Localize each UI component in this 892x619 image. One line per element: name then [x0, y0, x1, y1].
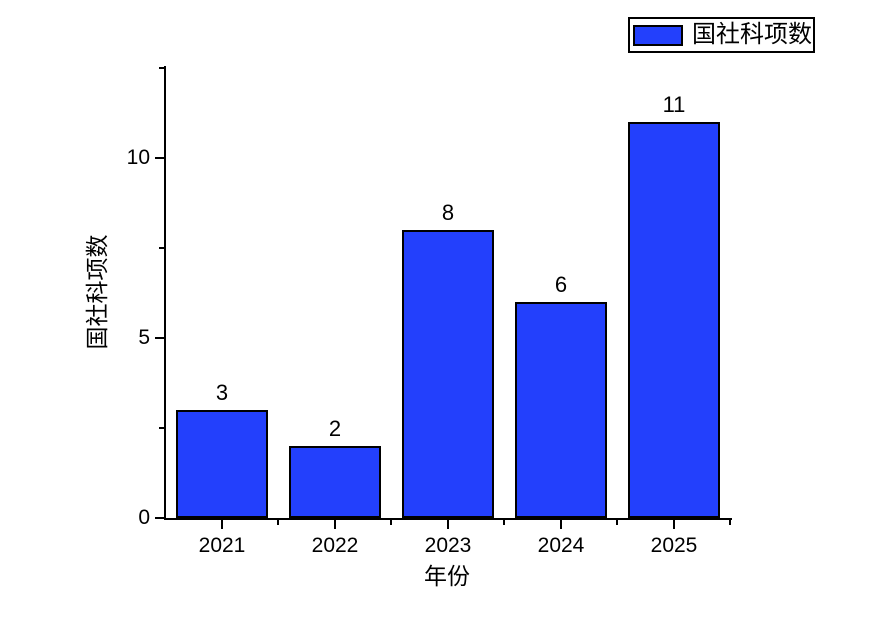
x-major-tick-2024	[560, 520, 562, 529]
x-tick-label-2024: 2024	[537, 534, 585, 557]
bar-value-label-2023: 8	[441, 200, 455, 225]
legend-label: 国社科项数	[692, 22, 812, 48]
x-minor-tick-4	[616, 520, 618, 525]
x-minor-tick-2	[390, 520, 392, 525]
y-minor-tick-2.5	[159, 427, 164, 429]
y-axis-line	[164, 66, 166, 520]
x-minor-tick-1	[277, 520, 279, 525]
x-major-tick-2023	[447, 520, 449, 529]
y-minor-tick-12.5	[159, 67, 164, 69]
x-tick-label-2025: 2025	[650, 534, 698, 557]
legend-color-swatch	[633, 24, 683, 46]
y-minor-tick-7.5	[159, 247, 164, 249]
bar-value-label-2021: 3	[215, 380, 229, 405]
x-axis-title: 年份	[424, 564, 470, 589]
y-major-tick-5	[155, 337, 164, 339]
bar-2024	[515, 302, 607, 518]
x-major-tick-2025	[673, 520, 675, 529]
x-tick-label-2023: 2023	[424, 534, 472, 557]
x-axis-line	[164, 518, 732, 520]
x-tick-label-2021: 2021	[198, 534, 246, 557]
x-minor-tick-3	[503, 520, 505, 525]
x-minor-tick-5	[729, 520, 731, 525]
x-tick-label-2022: 2022	[311, 534, 359, 557]
bar-value-label-2022: 2	[328, 416, 342, 441]
bar-2023	[402, 230, 494, 518]
legend: 国社科项数	[628, 17, 815, 53]
bar-value-label-2025: 11	[662, 92, 686, 117]
bar-2022	[289, 446, 381, 518]
bar-2021	[176, 410, 268, 518]
x-major-tick-2022	[334, 520, 336, 529]
y-major-tick-10	[155, 157, 164, 159]
bar-value-label-2024: 6	[554, 272, 568, 297]
y-tick-label-0: 0	[138, 506, 150, 529]
y-major-tick-0	[155, 517, 164, 519]
bar-2025	[628, 122, 720, 518]
x-major-tick-2021	[221, 520, 223, 529]
y-tick-label-5: 5	[138, 326, 150, 349]
y-tick-label-10: 10	[126, 146, 150, 169]
